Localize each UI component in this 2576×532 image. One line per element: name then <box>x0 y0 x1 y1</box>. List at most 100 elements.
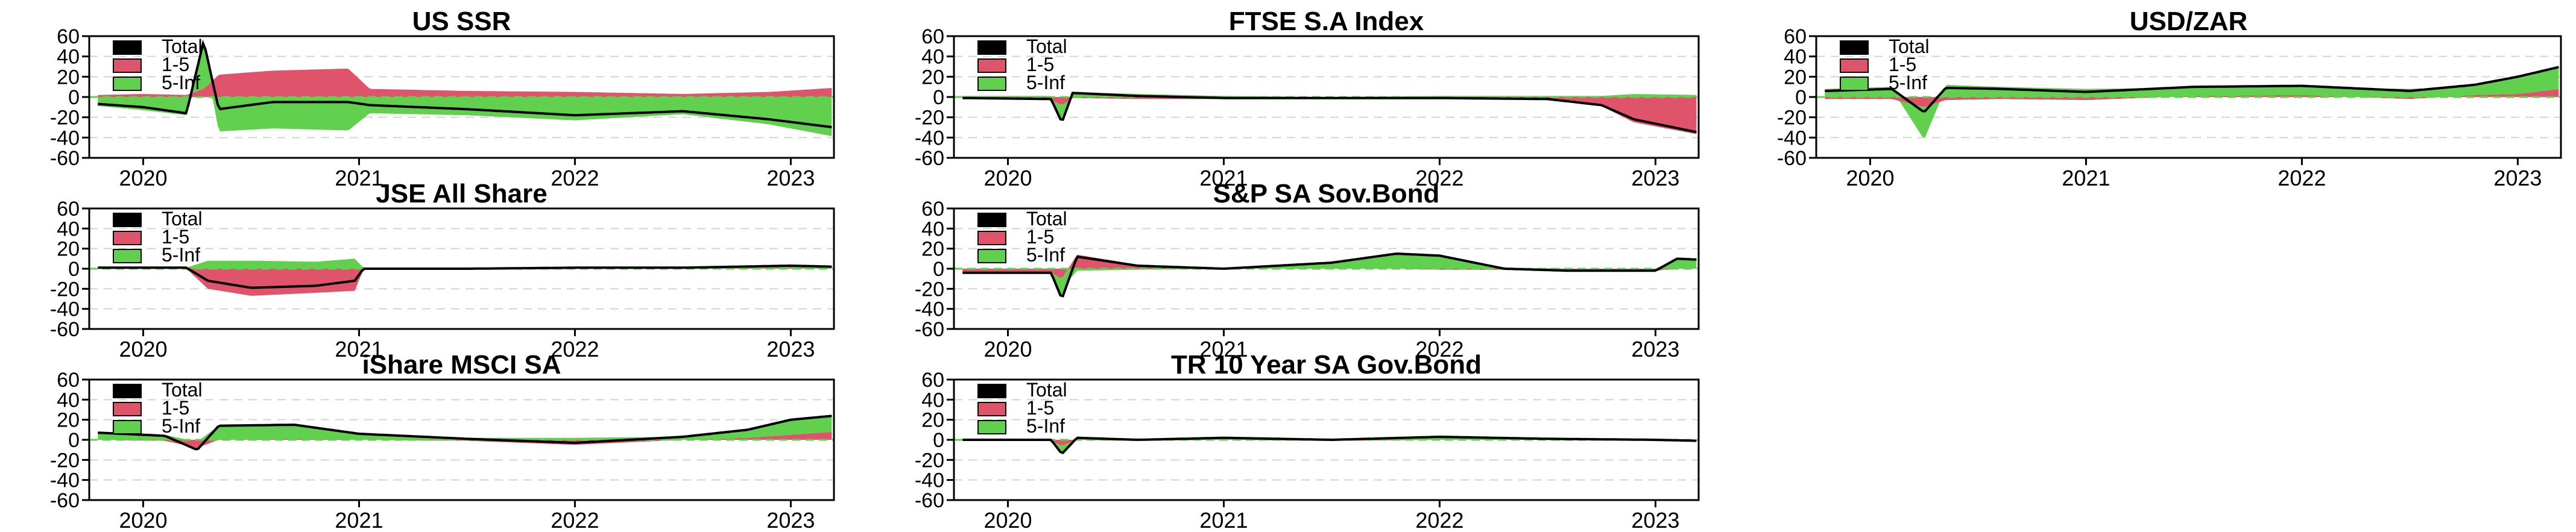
x-tick-label: 2020 <box>983 337 1032 361</box>
legend-swatch <box>977 384 1006 398</box>
legend-label: 1-5 <box>1889 54 1916 75</box>
area-short-negative <box>98 440 832 448</box>
legend-label: 1-5 <box>162 397 189 419</box>
legend-swatch <box>977 77 1006 91</box>
x-tick-label: 2021 <box>335 508 383 532</box>
y-tick-label: -40 <box>915 298 944 321</box>
y-tick-label: 60 <box>1784 25 1807 48</box>
legend-label: Total <box>162 36 203 57</box>
legend-swatch <box>977 58 1006 73</box>
legend-label: 5-Inf <box>1026 415 1065 437</box>
y-tick-label: 40 <box>921 46 944 69</box>
legend-swatch <box>977 231 1006 245</box>
area-short-positive <box>98 68 832 97</box>
x-tick-label: 2021 <box>1199 508 1248 532</box>
y-tick-label: 40 <box>57 46 80 69</box>
x-tick-label: 2021 <box>335 337 383 361</box>
series-line-total <box>1825 66 2559 113</box>
legend-label: 5-Inf <box>162 415 200 437</box>
legend-label: 1-5 <box>1026 226 1054 248</box>
series-line-total <box>962 252 1697 298</box>
y-tick-label: -20 <box>50 278 80 301</box>
y-tick-label: 40 <box>921 217 944 240</box>
y-tick-label: 20 <box>921 66 944 89</box>
x-tick-label: 2022 <box>1415 508 1463 532</box>
y-tick-label: -20 <box>50 107 80 130</box>
series-line-total <box>962 435 1697 454</box>
legend-label: 5-Inf <box>1026 244 1065 266</box>
y-tick-label: -60 <box>915 489 944 512</box>
y-tick-label: 0 <box>933 429 944 452</box>
legend-swatch <box>1840 77 1869 91</box>
legend-label: Total <box>1889 36 1930 57</box>
legend-swatch <box>113 77 142 91</box>
chart-title: S&P SA Sov.Bond <box>1213 179 1440 208</box>
chart-title: USD/ZAR <box>2130 7 2248 36</box>
x-tick-label: 2023 <box>766 508 815 532</box>
legend-swatch <box>1840 40 1869 55</box>
x-tick-label: 2020 <box>1846 166 1894 190</box>
legend-swatch <box>113 40 142 55</box>
y-tick-label: -60 <box>50 147 80 170</box>
y-tick-label: 20 <box>921 409 944 432</box>
chart-title: iShare MSCI SA <box>362 350 561 380</box>
series-line-total <box>98 264 832 289</box>
legend-swatch <box>113 249 142 263</box>
area-long-positive <box>1825 67 2559 97</box>
y-tick-label: -20 <box>915 449 944 472</box>
y-tick-label: 60 <box>57 369 80 392</box>
y-tick-label: -20 <box>915 107 944 130</box>
legend-swatch <box>113 231 142 245</box>
legend-label: 5-Inf <box>162 244 200 266</box>
y-tick-label: 0 <box>68 258 80 281</box>
legend-label: 5-Inf <box>162 72 200 93</box>
area-long-positive <box>98 416 832 440</box>
legend-label: 1-5 <box>1026 54 1054 75</box>
area-long-positive <box>962 254 1697 269</box>
legend-label: Total <box>162 208 203 230</box>
y-tick-label: -40 <box>50 298 80 321</box>
legend-label: 5-Inf <box>1026 72 1065 93</box>
legend-swatch <box>113 384 142 398</box>
x-tick-label: 2020 <box>119 337 167 361</box>
y-tick-label: 0 <box>933 86 944 109</box>
y-tick-label: 60 <box>921 369 944 392</box>
y-tick-label: -40 <box>50 127 80 149</box>
y-tick-label: 40 <box>921 389 944 412</box>
legend-label: 1-5 <box>162 226 189 248</box>
legend-swatch <box>977 40 1006 55</box>
x-tick-label: 2021 <box>1199 337 1248 361</box>
legend-swatch <box>113 420 142 434</box>
y-tick-label: -20 <box>50 449 80 472</box>
y-tick-label: -40 <box>50 469 80 492</box>
legend-label: Total <box>1026 36 1067 57</box>
legend-swatch <box>977 402 1006 416</box>
legend-label: 1-5 <box>162 54 189 75</box>
legend-swatch <box>113 58 142 73</box>
chart-title: US SSR <box>412 7 511 36</box>
y-tick-label: 60 <box>921 198 944 221</box>
legend-label: Total <box>1026 379 1067 401</box>
legend-label: Total <box>162 379 203 401</box>
x-tick-label: 2022 <box>1415 337 1463 361</box>
x-tick-label: 2020 <box>983 166 1032 190</box>
y-tick-label: 20 <box>57 66 80 89</box>
x-tick-label: 2022 <box>1415 166 1463 190</box>
y-tick-label: 0 <box>933 258 944 281</box>
x-tick-label: 2022 <box>551 166 599 190</box>
y-tick-label: -40 <box>1777 127 1807 149</box>
chart-title: TR 10 Year SA Gov.Bond <box>1171 350 1482 380</box>
area-long-negative <box>962 269 1697 296</box>
area-long-negative <box>98 97 832 136</box>
y-tick-label: -60 <box>915 147 944 170</box>
y-tick-label: 40 <box>57 217 80 240</box>
x-tick-label: 2022 <box>551 508 599 532</box>
y-tick-label: -60 <box>50 489 80 512</box>
legend-label: Total <box>1026 208 1067 230</box>
legend-label: 1-5 <box>1026 397 1054 419</box>
x-tick-label: 2021 <box>1199 166 1248 190</box>
x-tick-label: 2023 <box>1631 337 1679 361</box>
